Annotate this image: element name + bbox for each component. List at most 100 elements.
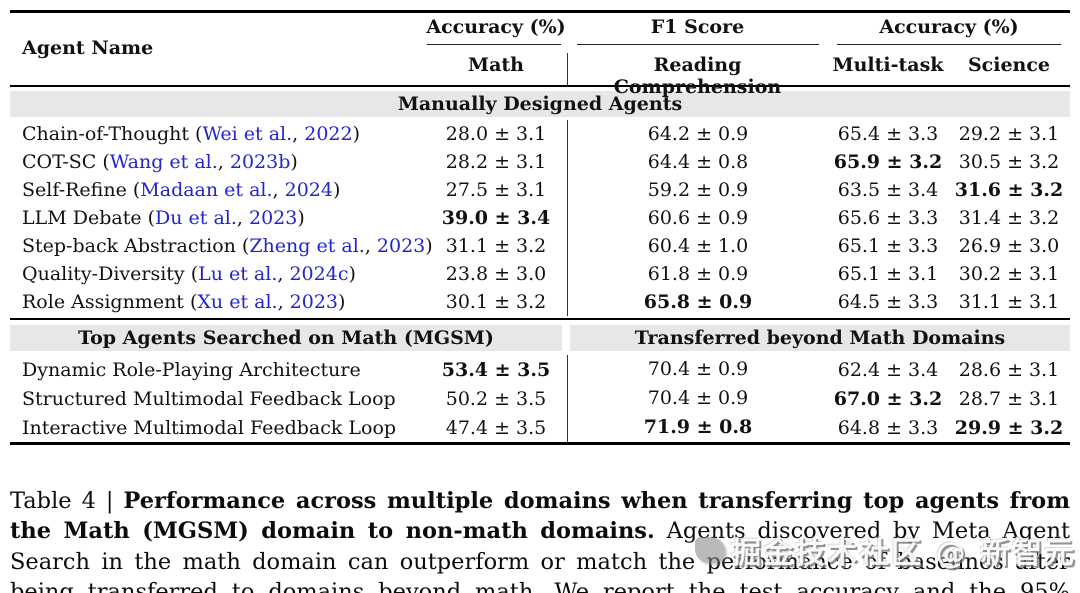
column-divider — [567, 53, 568, 85]
rc-value: 70.4 ± 0.9 — [567, 355, 828, 384]
table-row: Structured Multimodal Feedback Loop 50.2 … — [10, 384, 1070, 413]
table-caption: Table 4 | Performance across multiple do… — [10, 486, 1070, 593]
table-row: Role Assignment (Xu et al., 2023) 30.1 ± … — [10, 288, 1070, 316]
mt-value: 67.0 ± 3.2 — [833, 387, 943, 410]
table-row: COT-SC (Wang et al., 2023b) 28.2 ± 3.1 64.… — [10, 148, 1070, 176]
rc-value: 70.4 ± 0.9 — [567, 384, 828, 413]
results-table: Agent Name Accuracy (%) F1 Score Accurac… — [10, 10, 1070, 445]
citation-author-link[interactable]: Madaan et al. — [140, 179, 273, 201]
rc-value: 60.4 ± 1.0 — [567, 232, 828, 260]
math-value: 50.2 ± 3.5 — [445, 387, 547, 410]
caption-body: Agents discovered by Meta Agent Search i… — [10, 518, 1070, 593]
column-header-multi-task: Multi-task — [832, 54, 944, 76]
manually-designed-rows: Chain-of-Thought (Wei et al., 2022) 28.0 … — [10, 120, 1070, 316]
group-underline — [427, 44, 561, 45]
rc-value: 59.2 ± 0.9 — [567, 176, 828, 204]
searched-agent-rows: Dynamic Role-Playing Architecture 53.4 ± … — [10, 355, 1070, 442]
caption-label: Table 4 | — [10, 487, 124, 514]
citation-year-link[interactable]: 2022 — [304, 123, 353, 145]
mt-value: 65.1 ± 3.3 — [837, 235, 939, 257]
agent-name-cell: Structured Multimodal Feedback Loop — [22, 387, 396, 410]
column-header-agent-name: Agent Name — [22, 37, 154, 59]
rc-value: 64.2 ± 0.9 — [567, 120, 828, 148]
sci-value: 30.5 ± 3.2 — [958, 151, 1060, 173]
rc-value: 65.8 ± 0.9 — [567, 288, 828, 316]
sci-value: 26.9 ± 3.0 — [958, 235, 1060, 257]
table-header: Agent Name Accuracy (%) F1 Score Accurac… — [10, 13, 1070, 98]
agent-name-cell: LLM Debate (Du et al., 2023) — [22, 207, 305, 229]
math-value: 47.4 ± 3.5 — [445, 416, 547, 439]
citation-year-link[interactable]: 2023 — [376, 235, 426, 257]
mt-value: 65.1 ± 3.1 — [837, 263, 939, 285]
math-value: 39.0 ± 3.4 — [441, 207, 551, 229]
citation-author-link[interactable]: Du et al. — [155, 207, 237, 229]
group-header-accuracy-math: Accuracy (%) — [426, 16, 566, 38]
citation-year-link[interactable]: 2023 — [289, 291, 339, 313]
sci-value: 31.6 ± 3.2 — [954, 179, 1064, 201]
table-row: Interactive Multimodal Feedback Loop 47.4… — [10, 413, 1070, 442]
section-band-transferred: Transferred beyond Math Domains — [570, 325, 1070, 351]
mt-value: 64.8 ± 3.3 — [837, 416, 939, 439]
mt-value: 62.4 ± 3.4 — [837, 358, 939, 381]
mt-value: 65.4 ± 3.3 — [837, 123, 939, 145]
citation-author-link[interactable]: Lu et al. — [198, 263, 278, 285]
section-band-manually-designed: Manually Designed Agents — [10, 91, 1070, 117]
group-underline — [577, 44, 819, 45]
mid-rule — [10, 318, 1070, 320]
rc-value: 61.8 ± 0.9 — [567, 260, 828, 288]
math-value: 28.0 ± 3.1 — [445, 123, 547, 145]
citation-year-link[interactable]: 2023b — [229, 151, 291, 173]
group-underline — [837, 44, 1061, 45]
rc-value: 64.4 ± 0.8 — [567, 148, 828, 176]
math-value: 30.1 ± 3.2 — [445, 291, 547, 313]
sci-value: 31.1 ± 3.1 — [958, 291, 1060, 313]
column-header-reading-comprehension: Reading Comprehension — [613, 54, 782, 98]
table-row: LLM Debate (Du et al., 2023) 39.0 ± 3.4 60… — [10, 204, 1070, 232]
sci-value: 28.6 ± 3.1 — [958, 358, 1060, 381]
mt-value: 65.9 ± 3.2 — [833, 151, 943, 173]
math-value: 27.5 ± 3.1 — [445, 179, 547, 201]
citation-author-link[interactable]: Wang et al. — [109, 151, 218, 173]
column-header-math: Math — [468, 54, 524, 76]
section-band-row: Top Agents Searched on Math (MGSM) Trans… — [10, 325, 1070, 351]
group-header-accuracy-right: Accuracy (%) — [879, 16, 1019, 38]
mt-value: 63.5 ± 3.4 — [837, 179, 939, 201]
section-band-top-agents: Top Agents Searched on Math (MGSM) — [10, 325, 562, 351]
band-gap — [562, 325, 570, 351]
table-row: Chain-of-Thought (Wei et al., 2022) 28.0 … — [10, 120, 1070, 148]
sci-value: 29.9 ± 3.2 — [954, 416, 1064, 439]
math-value: 28.2 ± 3.1 — [445, 151, 547, 173]
citation-author-link[interactable]: Xu et al. — [197, 291, 278, 313]
table-row: Quality-Diversity (Lu et al., 2024c) 23.8… — [10, 260, 1070, 288]
citation-year-link[interactable]: 2024 — [284, 179, 333, 201]
rc-value: 60.6 ± 0.9 — [567, 204, 828, 232]
rc-value: 71.9 ± 0.8 — [567, 413, 828, 442]
agent-name-cell: Role Assignment (Xu et al., 2023) — [22, 291, 346, 313]
agent-name-cell: Step-back Abstraction (Zheng et al., 202… — [22, 235, 433, 257]
sci-value: 30.2 ± 3.1 — [958, 263, 1060, 285]
sci-value: 28.7 ± 3.1 — [958, 387, 1060, 410]
math-value: 53.4 ± 3.5 — [441, 358, 551, 381]
agent-name-cell: COT-SC (Wang et al., 2023b) — [22, 151, 298, 173]
citation-author-link[interactable]: Zheng et al. — [249, 235, 365, 257]
agent-name-cell: Self-Refine (Madaan et al., 2024) — [22, 179, 341, 201]
sci-value: 31.4 ± 3.2 — [958, 207, 1060, 229]
column-header-science: Science — [967, 54, 1051, 76]
caption-bold-title: Performance across multiple domains when… — [10, 487, 1070, 545]
mt-value: 65.6 ± 3.3 — [837, 207, 939, 229]
table-row: Self-Refine (Madaan et al., 2024) 27.5 ± … — [10, 176, 1070, 204]
agent-name-cell: Quality-Diversity (Lu et al., 2024c) — [22, 263, 356, 285]
agent-name-cell: Chain-of-Thought (Wei et al., 2022) — [22, 123, 361, 145]
math-value: 31.1 ± 3.2 — [445, 235, 547, 257]
agent-name-cell: Interactive Multimodal Feedback Loop — [22, 416, 397, 439]
citation-author-link[interactable]: Wei et al. — [202, 123, 293, 145]
sci-value: 29.2 ± 3.1 — [958, 123, 1060, 145]
group-header-f1-score: F1 Score — [650, 16, 745, 38]
mt-value: 64.5 ± 3.3 — [837, 291, 939, 313]
citation-year-link[interactable]: 2024c — [289, 263, 349, 285]
math-value: 23.8 ± 3.0 — [445, 263, 547, 285]
table-row: Step-back Abstraction (Zheng et al., 202… — [10, 232, 1070, 260]
agent-name-cell: Dynamic Role-Playing Architecture — [22, 358, 361, 381]
citation-year-link[interactable]: 2023 — [249, 207, 298, 229]
